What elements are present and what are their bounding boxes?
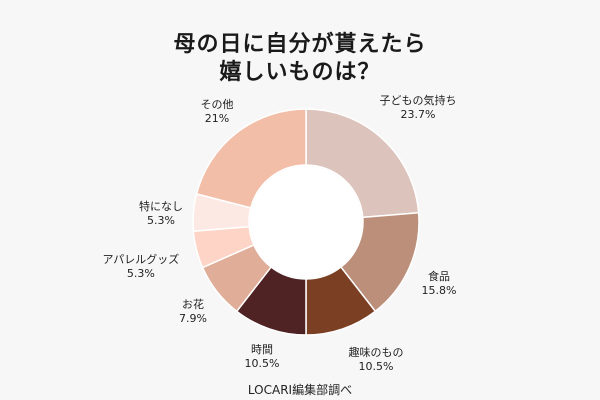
donut-hole xyxy=(250,166,362,278)
slice-label-8: その他 21% xyxy=(201,98,234,126)
slice-value-label: 5.3% xyxy=(147,214,175,227)
slice-value-label: 15.8% xyxy=(421,284,457,297)
slice-category-label: 趣味のもの xyxy=(348,346,404,359)
slice-label-6: アパレルグッズ 5.3% xyxy=(103,253,180,281)
source-note: LOCARI編集部調べ xyxy=(247,383,353,397)
slice-value-label: 23.7% xyxy=(400,108,436,121)
slice-value-label: 10.5% xyxy=(244,357,280,370)
slice-label-7: 特になし 5.3% xyxy=(139,200,183,228)
slice-label-1: 子どもの気持ち 23.7% xyxy=(380,94,457,122)
slice-label-2: 食品 15.8% xyxy=(422,270,457,298)
slice-category-label: 時間 xyxy=(250,343,273,356)
donut-slice-8 xyxy=(195,108,307,209)
slice-value-label: 10.5% xyxy=(358,360,394,373)
slice-category-label: 食品 xyxy=(427,270,450,283)
slice-category-label: その他 xyxy=(200,98,234,111)
donut-slice-1 xyxy=(305,108,420,219)
slice-label-3: 趣味のもの 10.5% xyxy=(349,346,404,374)
chart-title-line1: 母の日に自分が貰えたら xyxy=(173,32,427,57)
chart-title-line2: 嬉しいものは？ xyxy=(219,60,381,85)
slice-category-label: お花 xyxy=(181,298,204,311)
slice-value-label: 5.3% xyxy=(126,267,155,280)
slice-value-label: 7.9% xyxy=(179,312,207,325)
slice-category-label: 特になし xyxy=(139,200,183,213)
slice-value-label: 21% xyxy=(204,112,230,125)
slice-category-label: 子どもの気持ち xyxy=(379,94,457,107)
slice-label-4: 時間 10.5% xyxy=(245,343,280,371)
slice-label-5: お花 7.9% xyxy=(179,298,207,326)
slice-category-label: アパレルグッズ xyxy=(102,253,180,266)
